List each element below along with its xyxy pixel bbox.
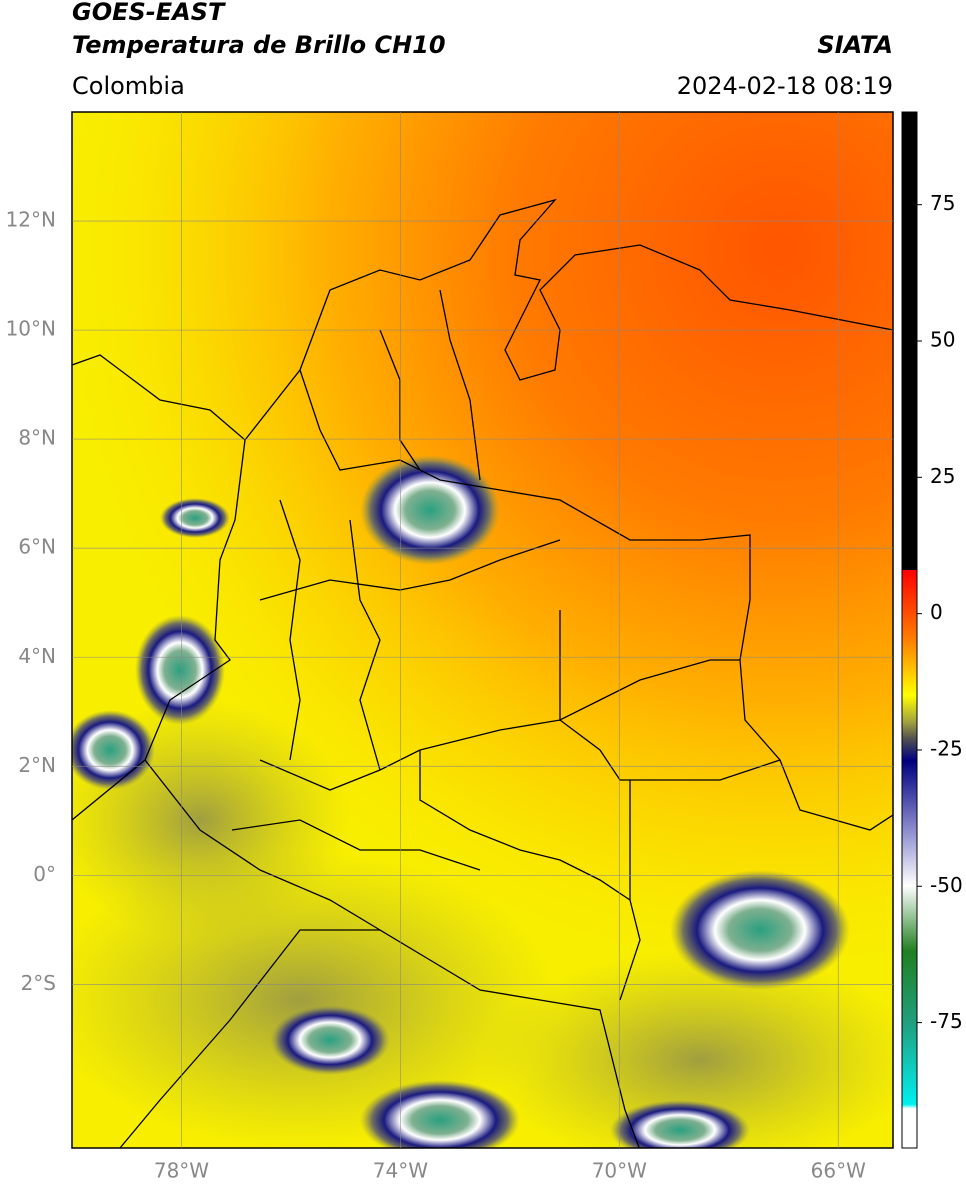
x-tick-label: 70°W <box>592 1159 647 1183</box>
timestamp: 2024-02-18 08:19 <box>677 72 893 100</box>
y-tick-label: 0° <box>33 862 56 886</box>
y-tick-label: 6°N <box>18 535 56 559</box>
title: GOES-EAST <box>72 0 226 26</box>
colorbar-tick-label: 50 <box>930 328 955 352</box>
x-tick-label: 74°W <box>373 1159 428 1183</box>
colorbar-tick-label: -50 <box>930 873 963 897</box>
source: SIATA <box>817 31 893 59</box>
y-tick-label: 2°S <box>21 971 56 995</box>
y-tick-label: 2°N <box>18 753 56 777</box>
colorbar <box>901 111 918 1149</box>
satellite-image <box>72 112 893 1148</box>
x-tick-label: 66°W <box>811 1159 866 1183</box>
y-tick-label: 4°N <box>18 644 56 668</box>
colorbar-tick-label: 25 <box>930 464 955 488</box>
region: Colombia <box>72 72 185 100</box>
colorbar-tick-label: -75 <box>930 1009 963 1033</box>
subtitle: Temperatura de Brillo CH10 <box>72 31 446 59</box>
y-tick-label: 12°N <box>6 208 56 232</box>
y-tick-label: 8°N <box>18 426 56 450</box>
colorbar-tick-label: 75 <box>930 191 955 215</box>
x-tick-label: 78°W <box>154 1159 209 1183</box>
colorbar-tick-label: -25 <box>930 736 963 760</box>
y-tick-label: 10°N <box>6 317 56 341</box>
colorbar-tick-label: 0 <box>930 600 943 624</box>
map-frame <box>71 111 894 1149</box>
